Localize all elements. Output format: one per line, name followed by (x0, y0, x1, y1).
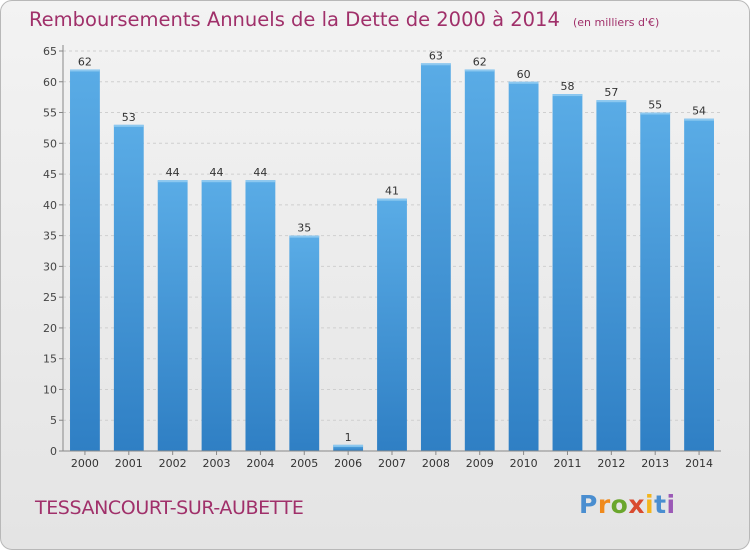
y-tick-label: 40 (43, 199, 57, 212)
x-tick-label: 2002 (159, 457, 187, 470)
bar (552, 94, 583, 452)
y-tick-label: 55 (43, 107, 57, 120)
data-label: 44 (166, 166, 180, 179)
y-tick-label: 50 (43, 137, 57, 150)
proxiti-logo[interactable]: Proxiti (579, 490, 676, 519)
bar-highlight (333, 444, 364, 447)
data-label: 1 (345, 431, 352, 444)
data-label: 58 (560, 80, 574, 93)
bar-highlight (640, 112, 671, 115)
bar (289, 235, 320, 451)
data-label: 41 (385, 185, 399, 198)
bar-highlight (552, 94, 583, 97)
data-label: 44 (210, 166, 224, 179)
bar-highlight (157, 180, 188, 183)
bar (70, 69, 100, 451)
data-label: 55 (648, 99, 662, 112)
x-tick-label: 2006 (334, 457, 362, 470)
x-tick-label: 2010 (510, 457, 538, 470)
y-tick-label: 5 (50, 414, 57, 427)
x-tick-label: 2000 (71, 457, 99, 470)
commune-name: TESSANCOURT-SUR-AUBETTE (35, 497, 304, 519)
bar-highlight (420, 63, 451, 66)
x-tick-label: 2013 (641, 457, 669, 470)
y-tick-label: 65 (43, 45, 57, 58)
chart-subtitle: (en milliers d'€) (572, 16, 660, 29)
bar (464, 69, 495, 451)
y-tick-label: 0 (50, 445, 57, 458)
bar-highlight (508, 81, 539, 84)
x-tick-label: 2011 (553, 457, 581, 470)
logo-letter: x (628, 490, 645, 519)
logo-letter: o (610, 490, 629, 519)
labels: 62 2000 53 2001 44 2002 44 2003 44 2004 35 2005 1 200… (71, 49, 713, 470)
bar (596, 100, 627, 451)
x-tick-label: 2004 (246, 457, 274, 470)
bar-highlight (684, 118, 714, 121)
y-tick-label: 30 (43, 260, 57, 273)
data-label: 57 (604, 86, 618, 99)
data-label: 35 (297, 222, 311, 235)
x-tick-label: 2008 (422, 457, 450, 470)
y-tick-label: 35 (43, 230, 57, 243)
data-label: 63 (429, 49, 443, 62)
y-tick-label: 10 (43, 383, 57, 396)
y-tick-label: 45 (43, 168, 57, 181)
bar (377, 198, 407, 451)
data-label: 53 (122, 111, 136, 124)
data-label: 44 (253, 166, 267, 179)
data-label: 62 (473, 55, 487, 68)
bar (201, 180, 232, 451)
bar (508, 81, 539, 452)
bar (245, 180, 276, 451)
chart-title-line: Remboursements Annuels de la Dette de 20… (29, 8, 659, 31)
axes: 0 5 10 15 20 25 30 35 40 45 50 55 60 65 (43, 45, 721, 458)
bar-highlight (245, 180, 276, 183)
bar-highlight (289, 235, 320, 238)
x-tick-label: 2003 (203, 457, 231, 470)
bar (684, 118, 714, 451)
bar (157, 180, 188, 451)
bar-highlight (70, 69, 100, 72)
bar (420, 63, 451, 452)
x-tick-label: 2009 (466, 457, 494, 470)
bar-highlight (596, 100, 627, 103)
y-tick-label: 60 (43, 76, 57, 89)
y-tick-label: 15 (43, 353, 57, 366)
logo-letter: i (666, 490, 676, 519)
bar (113, 124, 144, 451)
x-tick-label: 2012 (597, 457, 625, 470)
logo-letter: r (597, 490, 611, 519)
data-label: 60 (517, 68, 531, 81)
logo-letter: i (645, 490, 655, 519)
data-label: 62 (78, 55, 92, 68)
bar-highlight (113, 124, 144, 127)
bar-highlight (377, 198, 407, 201)
logo-letter: P (579, 490, 598, 519)
y-tick-label: 20 (43, 322, 57, 335)
logo-letter: t (654, 490, 667, 519)
chart-title: Remboursements Annuels de la Dette de 20… (29, 8, 560, 31)
bar-highlight (464, 69, 495, 72)
x-tick-label: 2014 (685, 457, 713, 470)
x-tick-label: 2005 (290, 457, 318, 470)
bar (640, 112, 671, 452)
bar-highlight (201, 180, 232, 183)
data-label: 54 (692, 105, 706, 118)
x-tick-label: 2001 (115, 457, 143, 470)
bar (333, 444, 364, 451)
bars (70, 63, 714, 452)
x-tick-label: 2007 (378, 457, 406, 470)
y-tick-label: 25 (43, 291, 57, 304)
